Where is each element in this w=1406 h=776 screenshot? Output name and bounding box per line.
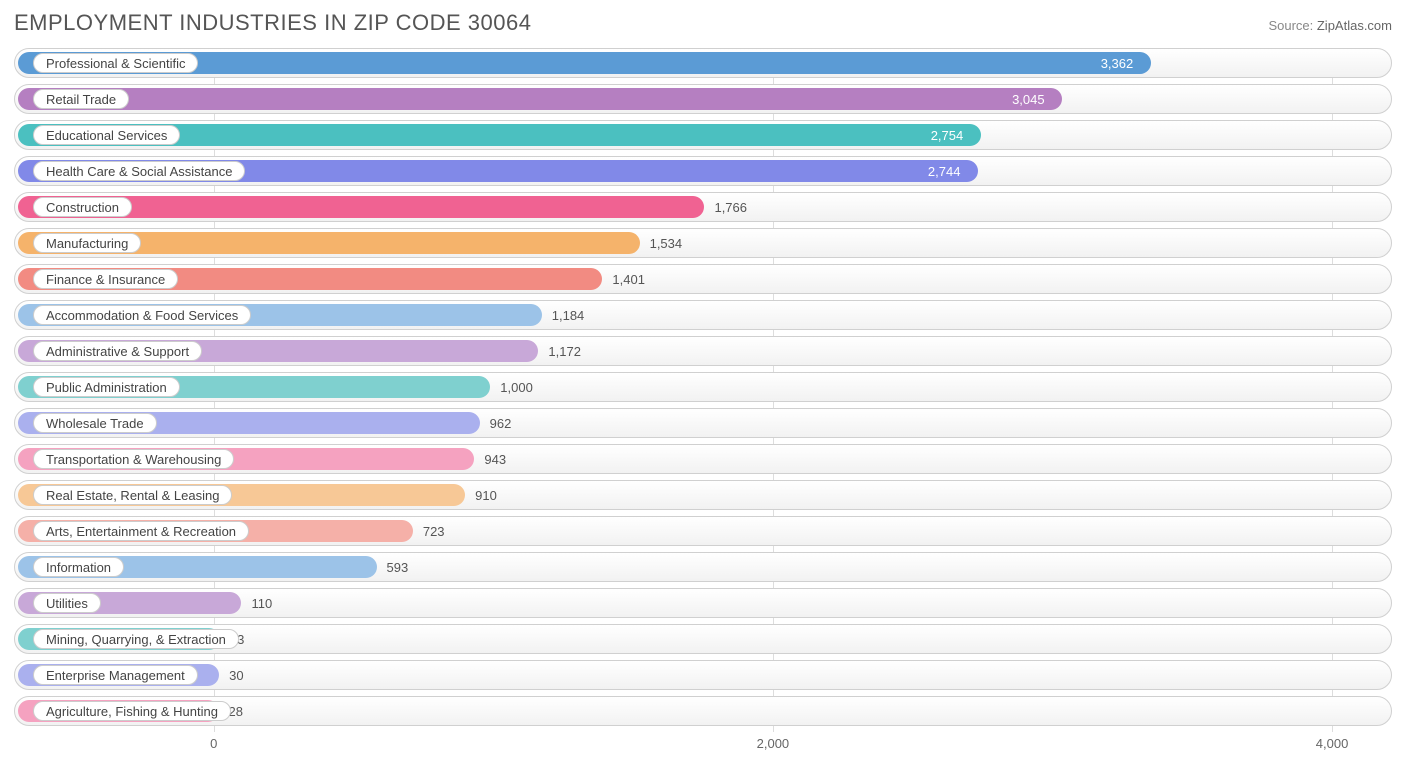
bar-category-label: Retail Trade: [33, 89, 129, 109]
bar-row: Retail Trade 3,045: [14, 84, 1392, 114]
bar-category-label: Accommodation & Food Services: [33, 305, 251, 325]
bar-value-label: 110: [251, 589, 272, 617]
bar-row: Mining, Quarrying, & Extraction33: [14, 624, 1392, 654]
bar-category-label: Agriculture, Fishing & Hunting: [33, 701, 231, 721]
bar-row: Real Estate, Rental & Leasing 910: [14, 480, 1392, 510]
bar-value-label: 1,766: [714, 193, 747, 221]
bar-category-label: Real Estate, Rental & Leasing: [33, 485, 232, 505]
bar-row: Wholesale Trade 962: [14, 408, 1392, 438]
bar-category-label: Manufacturing: [33, 233, 141, 253]
bar-row: Information 593: [14, 552, 1392, 582]
bar-value-label: 943: [484, 445, 506, 473]
chart-source: Source: ZipAtlas.com: [1268, 18, 1392, 33]
bar-category-label: Health Care & Social Assistance: [33, 161, 245, 181]
bar-value-label: 3,362: [1101, 49, 1134, 77]
bar-category-label: Mining, Quarrying, & Extraction: [33, 629, 239, 649]
source-value: ZipAtlas.com: [1317, 18, 1392, 33]
bar-category-label: Construction: [33, 197, 132, 217]
bar-value-label: 1,172: [548, 337, 581, 365]
bar-row: Educational Services 2,754: [14, 120, 1392, 150]
bar-category-label: Wholesale Trade: [33, 413, 157, 433]
bar-row: Professional & Scientific 3,362: [14, 48, 1392, 78]
bar-category-label: Arts, Entertainment & Recreation: [33, 521, 249, 541]
bar: [18, 88, 1062, 110]
bar-row: Finance & Insurance 1,401: [14, 264, 1392, 294]
x-tick: 4,000: [1316, 736, 1349, 751]
bar-row: Administrative & Support 1,172: [14, 336, 1392, 366]
source-label: Source:: [1268, 18, 1316, 33]
bar-row: Agriculture, Fishing & Hunting28: [14, 696, 1392, 726]
bar-row: Construction 1,766: [14, 192, 1392, 222]
bar-value-label: 910: [475, 481, 497, 509]
bar-category-label: Enterprise Management: [33, 665, 198, 685]
bar-value-label: 1,401: [612, 265, 645, 293]
bar-row: Transportation & Warehousing 943: [14, 444, 1392, 474]
bar-value-label: 1,184: [552, 301, 585, 329]
x-axis: 0 2,000 4,000: [14, 732, 1392, 760]
bar-category-label: Utilities: [33, 593, 101, 613]
bar-row: Public Administration 1,000: [14, 372, 1392, 402]
bar-category-label: Educational Services: [33, 125, 180, 145]
bar-row: Health Care & Social Assistance 2,744: [14, 156, 1392, 186]
bar-category-label: Public Administration: [33, 377, 180, 397]
chart-title: EMPLOYMENT INDUSTRIES IN ZIP CODE 30064: [14, 10, 532, 36]
bar-category-label: Transportation & Warehousing: [33, 449, 234, 469]
x-tick: 2,000: [757, 736, 790, 751]
bar-row: Arts, Entertainment & Recreation 723: [14, 516, 1392, 546]
bar-value-label: 2,744: [928, 157, 961, 185]
bar-category-label: Professional & Scientific: [33, 53, 198, 73]
bar-category-label: Information: [33, 557, 124, 577]
bar-value-label: 593: [387, 553, 409, 581]
bar-category-label: Finance & Insurance: [33, 269, 178, 289]
bar-row: Utilities 110: [14, 588, 1392, 618]
chart-area: Professional & Scientific 3,362 Retail Tra…: [14, 48, 1392, 760]
bar-value-label: 723: [423, 517, 445, 545]
bar-value-label: 1,000: [500, 373, 533, 401]
bar-value-label: 962: [490, 409, 512, 437]
bar-value-label: 2,754: [931, 121, 964, 149]
bar-row: Accommodation & Food Services 1,184: [14, 300, 1392, 330]
chart-header: EMPLOYMENT INDUSTRIES IN ZIP CODE 30064 …: [14, 10, 1392, 36]
bar-value-label: 1,534: [650, 229, 683, 257]
bar-category-label: Administrative & Support: [33, 341, 202, 361]
bar-row: Manufacturing 1,534: [14, 228, 1392, 258]
x-tick: 0: [210, 736, 217, 751]
bar-rows: Professional & Scientific 3,362 Retail Tra…: [14, 48, 1392, 726]
bar-row: Enterprise Management 30: [14, 660, 1392, 690]
bar-value-label: 30: [229, 661, 243, 689]
bar-value-label: 3,045: [1012, 85, 1045, 113]
